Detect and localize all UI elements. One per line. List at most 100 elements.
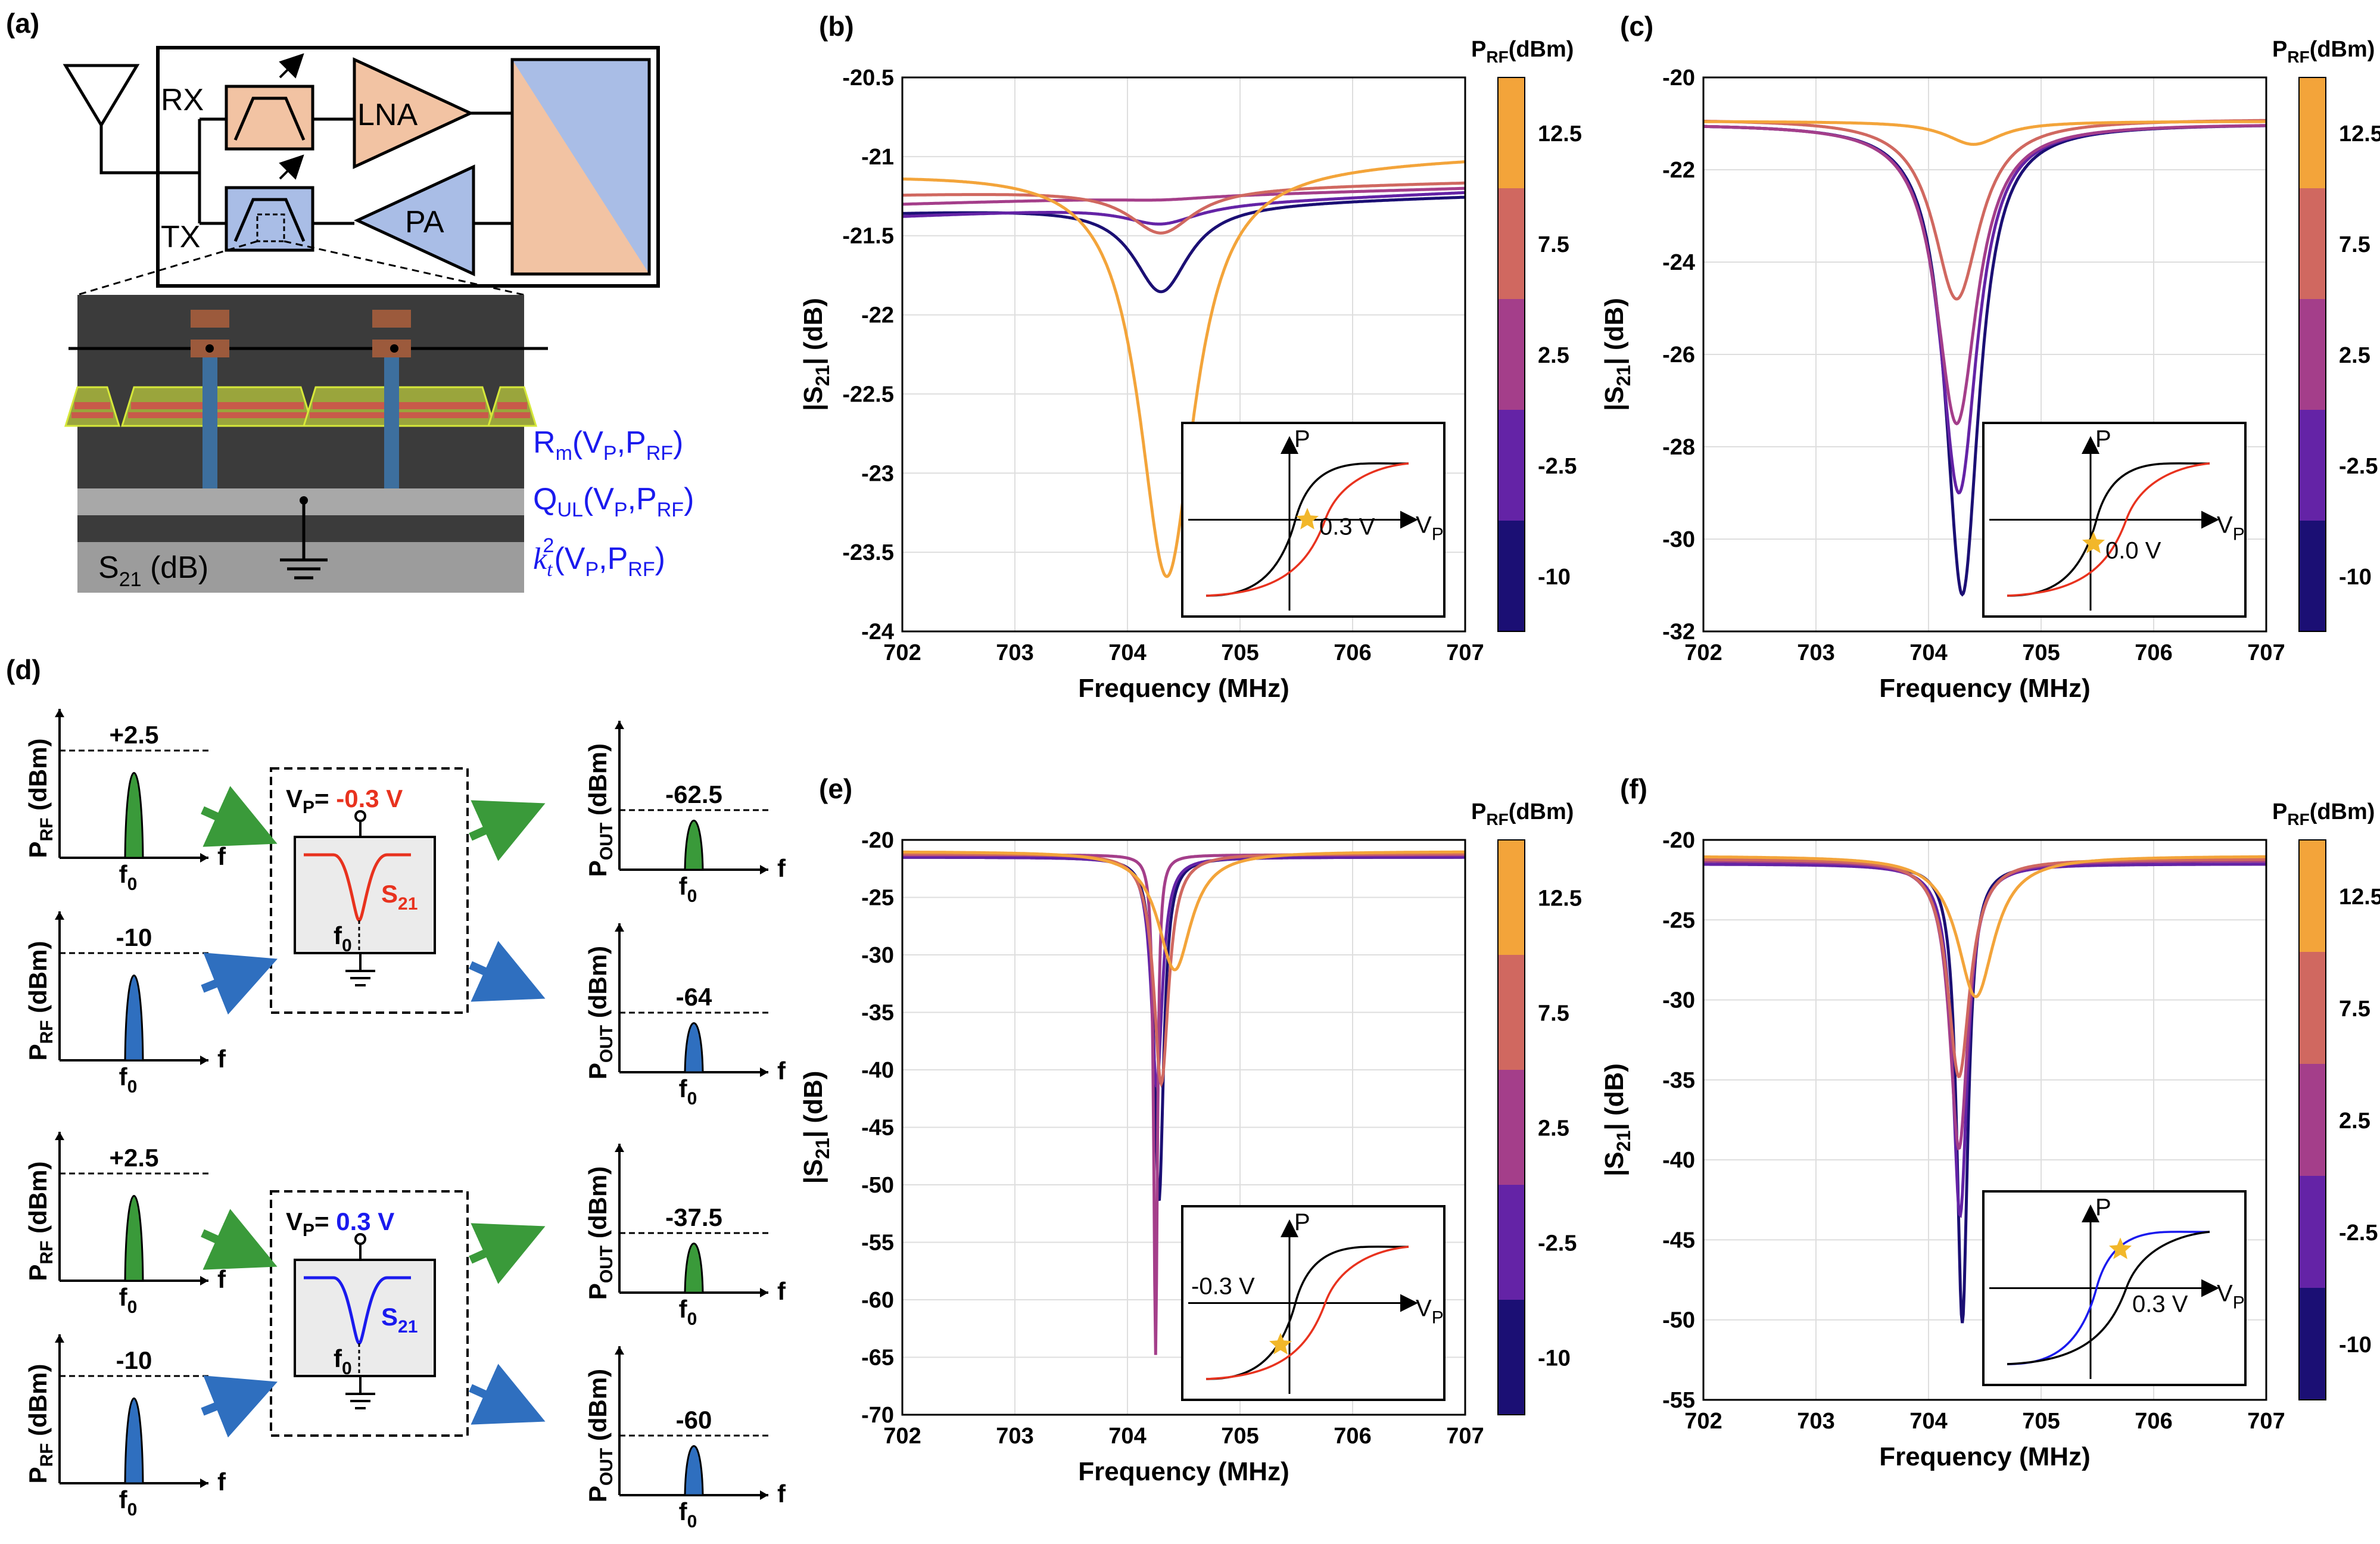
arrow-icon — [615, 923, 624, 932]
f0-label: f0 — [334, 922, 352, 955]
vp-filter-box: VP= 0.3 V f0 S21 — [270, 1190, 469, 1437]
x-tick-label: 705 — [1221, 1424, 1258, 1449]
x-tick-label: 703 — [996, 1424, 1033, 1449]
series-line — [902, 850, 1465, 972]
colorbar-segment — [2299, 1176, 2326, 1288]
y-tick-label: -45 — [861, 1116, 894, 1141]
f0-label: f0 — [119, 860, 138, 894]
y-tick-label: -32 — [1662, 620, 1695, 645]
power-axis-label: POUT (dBm) — [584, 1369, 616, 1502]
operating-point-star-icon — [1296, 508, 1319, 530]
colorbar-segment — [2299, 188, 2326, 300]
x-tick-label: 704 — [1909, 1409, 1947, 1434]
arrow-icon — [615, 1144, 624, 1152]
y-tick-label: -21 — [861, 145, 894, 170]
tone-peak — [684, 1445, 704, 1496]
x-axis-label: Frequency (MHz) — [1078, 674, 1289, 703]
piezo-layer — [494, 412, 530, 418]
y-tick-label: -65 — [861, 1346, 894, 1371]
arrow-icon — [200, 1276, 208, 1285]
arrow-icon — [55, 911, 64, 920]
y-tick-label: -23 — [861, 461, 894, 486]
s21-label: S21 — [381, 1303, 418, 1337]
series-line — [902, 191, 1466, 226]
arrow-icon — [760, 1288, 768, 1297]
series-line — [902, 181, 1465, 235]
y-tick-label: -22.5 — [842, 382, 894, 407]
colorbar-tick-label: -2.5 — [2339, 454, 2378, 479]
x-axis-label: Frequency (MHz) — [1078, 1457, 1289, 1486]
s21-db-label: S21 (dB) — [98, 550, 208, 591]
level-label: -37.5 — [665, 1203, 722, 1231]
pa-label: PA — [405, 205, 444, 239]
x-axis-label: Frequency (MHz) — [1879, 1442, 2090, 1471]
x-tick-label: 705 — [2022, 1409, 2060, 1434]
x-tick-label: 703 — [1797, 1409, 1834, 1434]
input-spectrum: -10 f f0 PRF (dBm) — [24, 1334, 226, 1520]
chart-c: (c) 702 703 704 705 706 707 -32 -30 -28 -26 -24 -22 -… — [1600, 11, 2380, 703]
power-axis-label: POUT (dBm) — [584, 946, 616, 1079]
colorbar-tick-label: 12.5 — [2339, 122, 2380, 147]
f0-label: f0 — [679, 1075, 697, 1109]
y-tick-label: -50 — [861, 1173, 894, 1198]
s21-curve — [304, 1276, 411, 1345]
f0-label: f0 — [119, 1063, 138, 1097]
x-tick-label: 707 — [1446, 640, 1484, 665]
p-axis-label: P — [1294, 1209, 1310, 1235]
piezo-layer — [497, 402, 527, 409]
power-axis-label: POUT (dBm) — [584, 1166, 616, 1300]
piezo-layer — [71, 412, 113, 418]
y-tick-label: -26 — [1662, 343, 1695, 368]
dashed-box — [270, 1190, 469, 1437]
colorbar-tick-label: -2.5 — [1538, 1231, 1577, 1256]
flow-arrow — [469, 1364, 546, 1425]
operating-point-star-icon — [1269, 1333, 1292, 1355]
colorbar-tick-label: 7.5 — [1538, 232, 1569, 257]
colorbar-segment — [1498, 1300, 1525, 1415]
terminal-icon — [354, 810, 366, 822]
colorbar-segment — [1498, 955, 1525, 1070]
colorbar-tick-label: 2.5 — [2339, 343, 2370, 368]
x-tick-label: 704 — [1909, 640, 1947, 665]
ground-icon — [345, 1376, 375, 1409]
colorbar-tick-label: 2.5 — [1538, 343, 1569, 368]
device-cross-section: S21 (dB) — [64, 295, 548, 593]
vp-axis-label: VP — [1416, 1296, 1444, 1328]
vp-label: VP= -0.3 V — [286, 785, 403, 817]
f-label: f — [217, 1265, 226, 1293]
f0-label: f0 — [119, 1283, 138, 1317]
arrow-icon — [200, 1478, 208, 1488]
y-tick-label: -21.5 — [842, 224, 894, 249]
y-tick-label: -30 — [1662, 527, 1695, 552]
colorbar-segment — [1498, 77, 1525, 189]
chart-b: (b) 702 703 704 705 706 707 -24 -23.5 -23 -22.5 -22… — [799, 11, 1582, 703]
rx-label: RX — [161, 83, 204, 117]
plot-frame — [1702, 839, 2267, 1401]
colorbar-title: PRF(dBm) — [1471, 799, 1574, 829]
f-label: f — [217, 1468, 226, 1496]
arrow-icon — [760, 1067, 768, 1077]
transceiver-box — [156, 46, 660, 288]
power-axis-label: PRF (dBm) — [24, 1162, 57, 1281]
panel-a: (a) RX TX LNA PA — [6, 8, 694, 593]
colorbar-segment — [2299, 521, 2326, 632]
y-tick-label: -25 — [861, 886, 894, 911]
tunable-arrow-icon — [279, 53, 304, 79]
hysteresis-branch — [1205, 1246, 1409, 1380]
f-label: f — [217, 842, 226, 870]
colorbar-segment — [2299, 1288, 2326, 1400]
x-tick-label: 702 — [883, 1424, 921, 1449]
series-line — [1703, 120, 2266, 146]
colorbar-frame — [2298, 77, 2326, 632]
y-tick-label: -30 — [1662, 988, 1695, 1013]
colorbar-tick-label: 7.5 — [1538, 1001, 1569, 1026]
colorbar-segment — [2299, 1064, 2326, 1176]
antenna-icon — [63, 64, 158, 175]
colorbar-frame — [2298, 839, 2326, 1400]
vp-axis-label: VP — [2217, 1281, 2245, 1313]
colorbar-tick-label: 2.5 — [1538, 1116, 1569, 1141]
colorbar-tick-label: -2.5 — [2339, 1221, 2378, 1246]
y-tick-label: -28 — [1662, 435, 1695, 460]
y-tick-label: -22 — [1662, 158, 1695, 183]
y-axis-label: |S21| (dB) — [799, 1071, 833, 1184]
